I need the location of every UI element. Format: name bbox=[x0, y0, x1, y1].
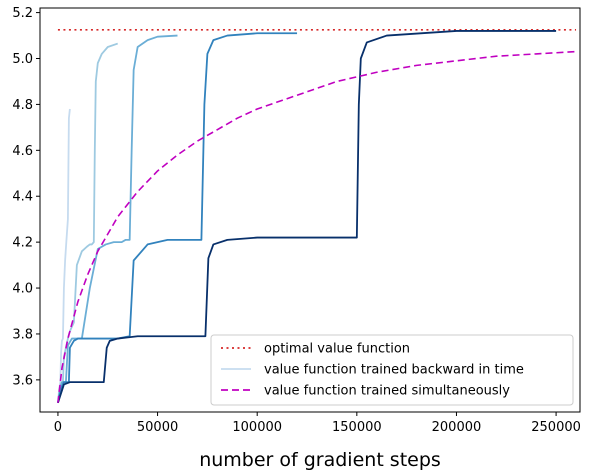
tick-labels: 0 50000 100000 150000 200000 250000 3.6 3.8 4.0 4… bbox=[12, 6, 581, 435]
x-tick-label: 0 bbox=[54, 420, 62, 435]
y-tick-label: 3.8 bbox=[12, 327, 33, 342]
legend-label: optimal value function bbox=[264, 342, 410, 357]
y-tick-label: 4.0 bbox=[12, 282, 33, 297]
series-line-2 bbox=[57, 108, 71, 403]
x-tick-label: 250000 bbox=[531, 420, 581, 435]
series-line-3 bbox=[57, 42, 119, 403]
series-line-4 bbox=[57, 34, 178, 403]
plot-frame bbox=[39, 7, 581, 413]
y-tick-label: 4.2 bbox=[12, 236, 33, 251]
series-line-6 bbox=[57, 30, 557, 404]
legend: optimal value function value function tra… bbox=[210, 334, 574, 406]
y-tick-label: 4.4 bbox=[12, 190, 33, 205]
series-layer bbox=[57, 29, 577, 404]
series-line-7 bbox=[57, 50, 577, 403]
y-tick-label: 5.2 bbox=[12, 6, 33, 21]
y-tick-label: 4.6 bbox=[12, 144, 33, 159]
y-tick-label: 5.0 bbox=[12, 52, 33, 67]
axes bbox=[36, 7, 581, 416]
x-axis-label: number of gradient steps bbox=[199, 449, 441, 471]
series-line-5 bbox=[57, 32, 298, 404]
legend-label: value function trained simultaneously bbox=[264, 384, 510, 399]
x-tick-label: 200000 bbox=[432, 420, 482, 435]
y-tick-label: 3.6 bbox=[12, 373, 33, 388]
legend-box bbox=[210, 334, 574, 406]
x-tick-label: 100000 bbox=[232, 420, 282, 435]
x-tick-label: 150000 bbox=[332, 420, 382, 435]
legend-label: value function trained backward in time bbox=[264, 363, 524, 378]
y-tick-label: 4.8 bbox=[12, 98, 33, 113]
x-tick-label: 50000 bbox=[137, 420, 178, 435]
